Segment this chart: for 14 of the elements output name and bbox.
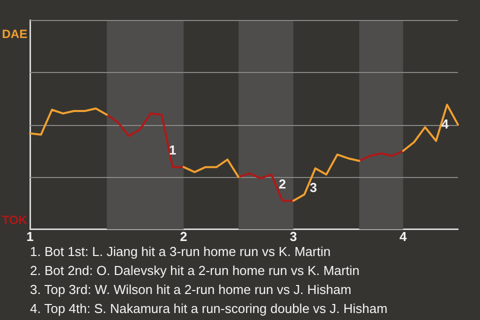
x-tick-label: 4: [400, 228, 408, 244]
x-tick-label: 2: [180, 228, 188, 244]
text: DAE: [2, 27, 28, 41]
text: 3. Top 3rd: W. Wilson hit a 2-run home run vs J. Hisham: [30, 281, 352, 299]
x-tick-label: 1: [26, 228, 34, 244]
text: 2. Bot 2nd: O. Dalevsky hit a 2-run home run vs K. Martin: [30, 262, 360, 280]
annotation: 2: [278, 176, 286, 192]
text: 1. Bot 1st: L. Jiang hit a 3-run home run vs K. Martin: [30, 243, 332, 261]
text: 4. Top 4th: S. Nakamura hit a run-scoring double vs J. Hisham: [30, 300, 388, 318]
annotation: 1: [169, 142, 176, 158]
text: TOK: [2, 213, 28, 227]
x-tick-label: 3: [290, 228, 297, 244]
annotation: 3: [310, 180, 317, 195]
annotation: 4: [441, 116, 450, 132]
